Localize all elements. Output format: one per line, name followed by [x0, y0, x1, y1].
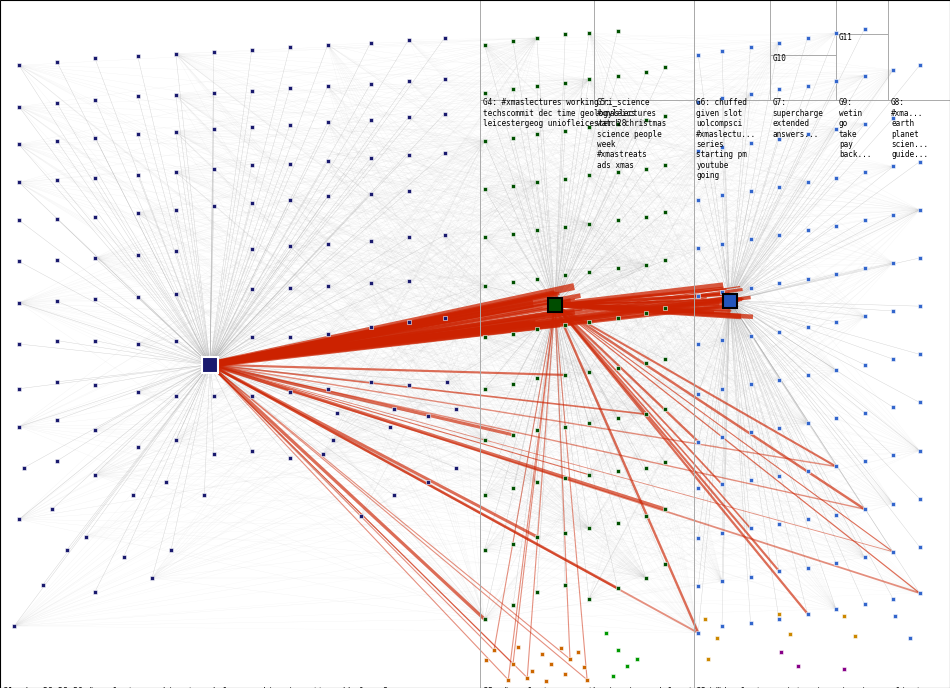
Text: G7:
supercharge
extended
answers...: G7: supercharge extended answers...: [772, 98, 824, 138]
Text: G11: G11: [839, 33, 853, 42]
Text: G4: #xmaslectures working ri_science
techscommit dec time geologyleics
leicester: G4: #xmaslectures working ri_science tec…: [483, 98, 649, 128]
Text: G1: dec 29 28 30 #xmaslectures shine_tara helenczerski seis_matters bbcfour 8pm: G1: dec 29 28 30 #xmaslectures shine_tar…: [3, 687, 398, 688]
Text: G9:
wetin
go
take
pay
back...: G9: wetin go take pay back...: [839, 98, 871, 160]
Text: G5:
#xmaslectures
watch christmas
science people
week
#xmastreats
ads xmas: G5: #xmaslectures watch christmas scienc…: [597, 98, 666, 170]
Text: G8:
#xma...
earth
planet
scien...
guide...: G8: #xma... earth planet scien... guide.…: [891, 98, 928, 160]
Text: G2: #xmaslectures interview ri_science climate
time change susiemesure thetimes : G2: #xmaslectures interview ri_science c…: [696, 687, 926, 688]
Text: G6: chuffed
given slot
uolcompsci
#xmaslectu...
series
starting pm
youtube
going: G6: chuffed given slot uolcompsci #xmasl…: [696, 98, 756, 180]
Text: G10: G10: [772, 54, 787, 63]
Text: G3: #xmaslectures earth ri_science 'planet guide'
water climate planet user's sc: G3: #xmaslectures earth ri_science 'plan…: [483, 687, 728, 688]
